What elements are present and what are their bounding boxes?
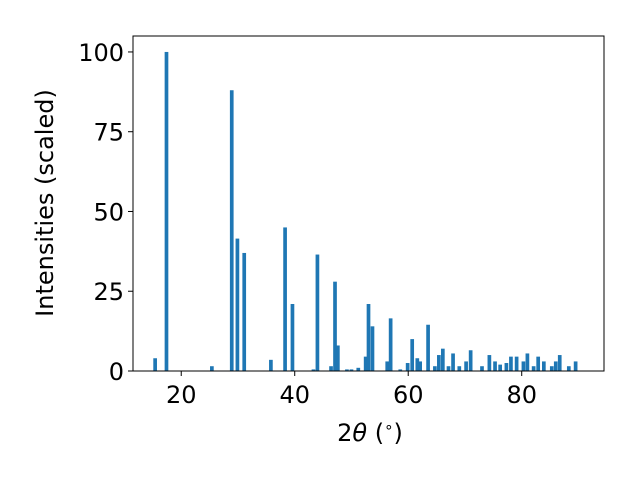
bar — [329, 366, 333, 371]
x-tick-label: 20 — [166, 381, 197, 409]
y-tick-label: 100 — [78, 39, 124, 67]
y-tick-label: 25 — [93, 278, 124, 306]
bar — [542, 361, 546, 371]
x-axis-title: 2θ (∘) — [337, 418, 403, 447]
bar — [426, 324, 430, 371]
bar — [311, 369, 316, 371]
bar — [553, 361, 558, 371]
bar — [418, 361, 422, 371]
y-tick-label: 75 — [93, 119, 124, 147]
bar — [440, 348, 445, 371]
bar — [333, 281, 337, 371]
bar — [437, 355, 441, 371]
bar — [451, 353, 455, 371]
bar — [349, 369, 354, 371]
bar — [487, 355, 492, 371]
bar — [433, 366, 437, 371]
bar — [464, 361, 468, 371]
bar — [235, 238, 240, 371]
bar — [366, 304, 371, 371]
bar — [493, 361, 497, 371]
bar — [525, 353, 530, 371]
bar — [356, 367, 361, 371]
bars-group — [153, 51, 578, 372]
y-axis-ticks: 0 25 50 75 100 — [78, 39, 133, 386]
bar — [370, 326, 375, 371]
bar — [229, 90, 234, 372]
bar — [509, 356, 513, 371]
bar — [164, 51, 169, 371]
bar — [283, 227, 287, 371]
bar — [557, 355, 562, 371]
bar — [531, 366, 536, 371]
bar — [363, 356, 368, 371]
bar — [480, 366, 484, 371]
x-tick-label: 80 — [506, 381, 537, 409]
bar — [498, 364, 502, 371]
x-tick-label: 60 — [393, 381, 424, 409]
bar — [336, 345, 340, 371]
x-axis-ticks: 20 40 60 80 — [166, 371, 537, 409]
bar — [398, 369, 403, 371]
bar — [269, 359, 273, 371]
bar — [210, 366, 214, 371]
bar — [468, 350, 473, 371]
bar — [504, 363, 509, 371]
bar — [446, 366, 451, 371]
plot-area-frame — [132, 35, 605, 372]
bar — [242, 252, 247, 371]
bar — [514, 356, 519, 371]
bar — [388, 318, 393, 371]
bar — [415, 358, 420, 371]
x-tick-label: 40 — [279, 381, 310, 409]
bar — [566, 366, 571, 371]
y-axis-title: Intensities (scaled) — [31, 89, 59, 317]
bar — [549, 366, 554, 371]
bar — [405, 363, 410, 371]
bar — [410, 339, 415, 371]
bar — [385, 361, 390, 371]
bar — [521, 361, 526, 371]
y-tick-label: 0 — [109, 358, 124, 386]
bar — [573, 361, 578, 371]
bar — [153, 358, 157, 371]
bar — [457, 366, 462, 371]
bar — [315, 254, 320, 371]
bar — [345, 369, 349, 371]
bar — [536, 356, 541, 371]
y-tick-label: 50 — [93, 198, 124, 226]
bar — [290, 304, 295, 371]
